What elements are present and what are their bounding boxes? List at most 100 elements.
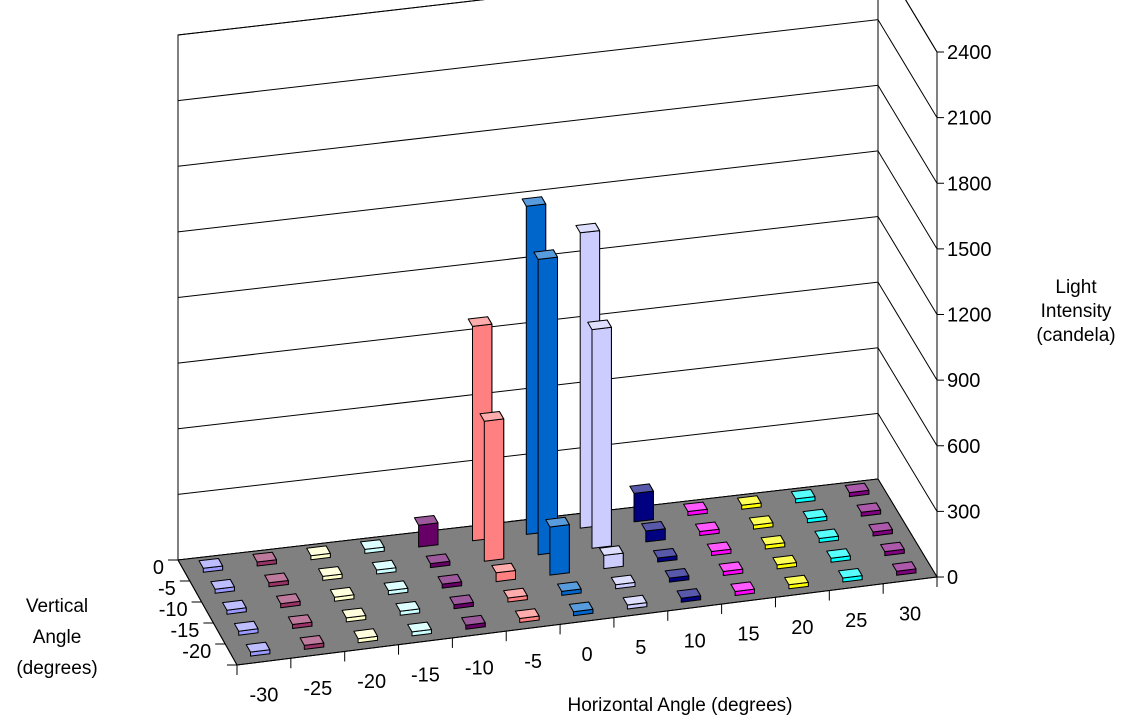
z-tick-label: 900 — [947, 370, 980, 392]
bar-h-10-v-10 — [437, 573, 463, 589]
x-axis-line — [236, 576, 938, 666]
bar-h-20-v-5 — [318, 566, 343, 581]
bar-h25-v-10 — [814, 528, 839, 543]
x-tick-label: 15 — [737, 624, 759, 646]
bar-h-25-v-20 — [299, 635, 325, 650]
bar-h0-v-10 — [545, 516, 570, 576]
gridline — [177, 215, 938, 315]
x-tick-label: 25 — [845, 610, 867, 632]
z-tick-label: 2100 — [947, 108, 992, 130]
bar-h-15-v0 — [360, 539, 385, 554]
z-tick-label: 1800 — [947, 173, 992, 195]
bars — [198, 196, 917, 657]
x-tick-label: -25 — [303, 678, 332, 700]
x-tick-label: 5 — [635, 637, 646, 659]
z-axis-title: Light Intensity (candela) — [1036, 277, 1115, 346]
bar-h25-v-5 — [802, 508, 828, 524]
x-tick-label: -30 — [249, 685, 278, 707]
bar-h5-v-10 — [599, 545, 624, 570]
bar-h-30-v-15 — [233, 620, 259, 636]
x-tick-label: -10 — [465, 658, 494, 680]
bar-h0-v-5 — [533, 249, 558, 556]
bar-h-20-v-10 — [329, 586, 355, 602]
x-tick-label: -20 — [357, 671, 386, 693]
z-tick-label: 600 — [947, 436, 980, 458]
y-axis-line — [177, 559, 238, 666]
y-tick-label: -5 — [158, 578, 176, 600]
bar-h30-v-10 — [868, 522, 893, 537]
bar-h-5-v-5 — [479, 411, 505, 562]
gridline — [177, 281, 938, 381]
side-wall — [877, 0, 938, 579]
bar-h-25-v0 — [252, 551, 277, 567]
bar-h-30-v0 — [198, 558, 224, 573]
bar-h15-v-15 — [718, 561, 744, 576]
bar-h15-v-20 — [730, 581, 755, 596]
x-tick-label: 30 — [899, 603, 921, 625]
bar-h-10-v-20 — [461, 614, 486, 630]
bar-h10-v-10 — [652, 548, 678, 563]
bar-h-5-v-10 — [491, 562, 516, 583]
z-tick-label: 2400 — [947, 42, 992, 64]
x-tick-label: -15 — [411, 664, 440, 686]
bar-h20-v-10 — [760, 535, 786, 550]
bar-h-5-v-15 — [503, 587, 528, 603]
bar-h25-v0 — [790, 489, 816, 504]
z-tick-label: 1500 — [947, 239, 992, 261]
bar-h25-v-20 — [838, 568, 863, 583]
bar-h10-v-5 — [641, 521, 666, 543]
z-tick-label: 0 — [947, 567, 958, 589]
bar-h-20-v-20 — [353, 628, 378, 644]
bar-h5-v-15 — [610, 574, 636, 590]
bar-h-10-v-15 — [449, 594, 474, 610]
bar-h-25-v-10 — [276, 593, 301, 609]
bar-h20-v-15 — [772, 554, 797, 570]
bar-h-20-v-15 — [341, 607, 367, 623]
bar-h15-v-5 — [694, 521, 720, 536]
bar-h-10-v0 — [413, 515, 439, 548]
bar-h25-v-15 — [826, 548, 851, 563]
y-tick-label: -20 — [182, 641, 211, 663]
gridline — [177, 347, 938, 447]
bar-h5-v-20 — [622, 594, 648, 610]
bar-h30-v-15 — [880, 541, 905, 557]
bar-h15-v-10 — [706, 541, 732, 556]
x-tick-label: -5 — [524, 651, 542, 673]
bar-h-20-v0 — [306, 545, 331, 561]
bar-h-15-v-15 — [395, 601, 421, 616]
bar-h30-v0 — [844, 482, 870, 498]
bar-h-15-v-5 — [371, 559, 397, 575]
bar-h-30-v-10 — [222, 599, 247, 615]
bar-h0-v-20 — [568, 601, 594, 617]
bar-h20-v-5 — [748, 515, 774, 530]
bar-h-5-v-20 — [514, 608, 540, 623]
bar-h5-v-5 — [587, 319, 612, 549]
bar-h-10-v-5 — [425, 553, 451, 569]
gridline — [177, 19, 938, 118]
bar-h10-v-20 — [676, 588, 702, 603]
z-tick-label: 1200 — [947, 305, 992, 327]
x-axis-title: Horizontal Angle (degrees) — [568, 695, 793, 716]
gridline — [177, 412, 938, 512]
gridline — [177, 0, 938, 53]
bar-h-30-v-20 — [245, 641, 271, 657]
bar-h-30-v-5 — [210, 578, 235, 594]
x-tick-label: 0 — [581, 644, 592, 666]
y-axis-title: Vertical Angle (degrees) — [16, 596, 97, 679]
y-tick-label: -10 — [159, 599, 188, 621]
x-tick-label: 10 — [684, 630, 706, 652]
bar-h30-v-5 — [856, 502, 882, 517]
bar-h-25-v-5 — [264, 572, 289, 588]
gridline — [177, 84, 938, 184]
bar-h10-v0 — [629, 483, 654, 523]
y-tick-label: 0 — [153, 557, 164, 579]
y-tick-label: -15 — [170, 620, 199, 642]
axes — [168, 51, 944, 675]
bar-h15-v0 — [683, 501, 708, 516]
z-tick-label: 300 — [947, 501, 980, 523]
bar-h0-v-15 — [557, 581, 582, 596]
bar-h-15-v-20 — [407, 621, 432, 637]
bar-h20-v0 — [737, 495, 762, 510]
